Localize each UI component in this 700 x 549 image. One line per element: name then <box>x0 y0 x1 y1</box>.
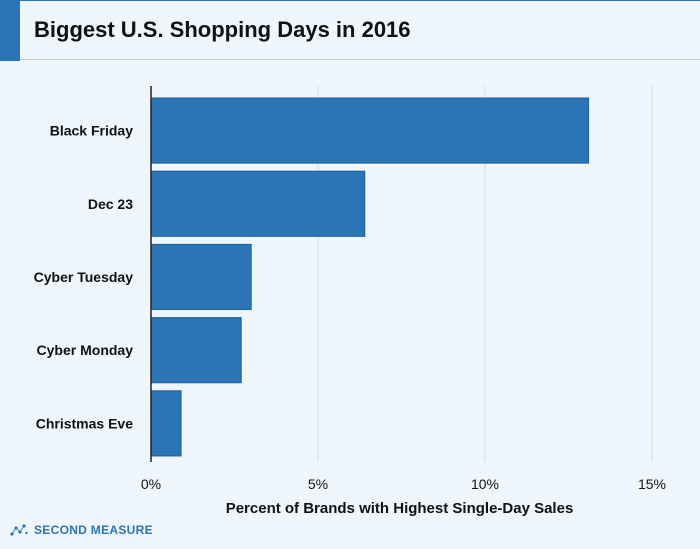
title-divider <box>20 59 700 60</box>
bar <box>150 317 242 384</box>
category-label: Black Friday <box>50 123 133 139</box>
title-bar: Biggest U.S. Shopping Days in 2016 <box>0 0 700 61</box>
x-tick-label: 5% <box>308 476 328 492</box>
brand-name: SECOND MEASURE <box>34 523 153 537</box>
bar <box>150 170 366 237</box>
x-axis-label: Percent of Brands with Highest Single-Da… <box>226 500 574 517</box>
x-tick-label: 15% <box>638 476 666 492</box>
dot-network-icon <box>10 524 28 536</box>
bar <box>150 97 590 164</box>
title-accent <box>0 1 20 61</box>
category-label: Cyber Monday <box>37 342 134 358</box>
chart-title: Biggest U.S. Shopping Days in 2016 <box>34 17 411 42</box>
bar <box>150 243 252 311</box>
x-tick-label: 0% <box>141 476 161 492</box>
category-label: Christmas Eve <box>36 415 133 431</box>
bar <box>150 390 182 457</box>
category-label: Dec 23 <box>88 196 133 212</box>
brand-logo: SECOND MEASURE <box>10 523 153 537</box>
category-label: Cyber Tuesday <box>34 269 134 285</box>
x-tick-label: 10% <box>471 476 499 492</box>
